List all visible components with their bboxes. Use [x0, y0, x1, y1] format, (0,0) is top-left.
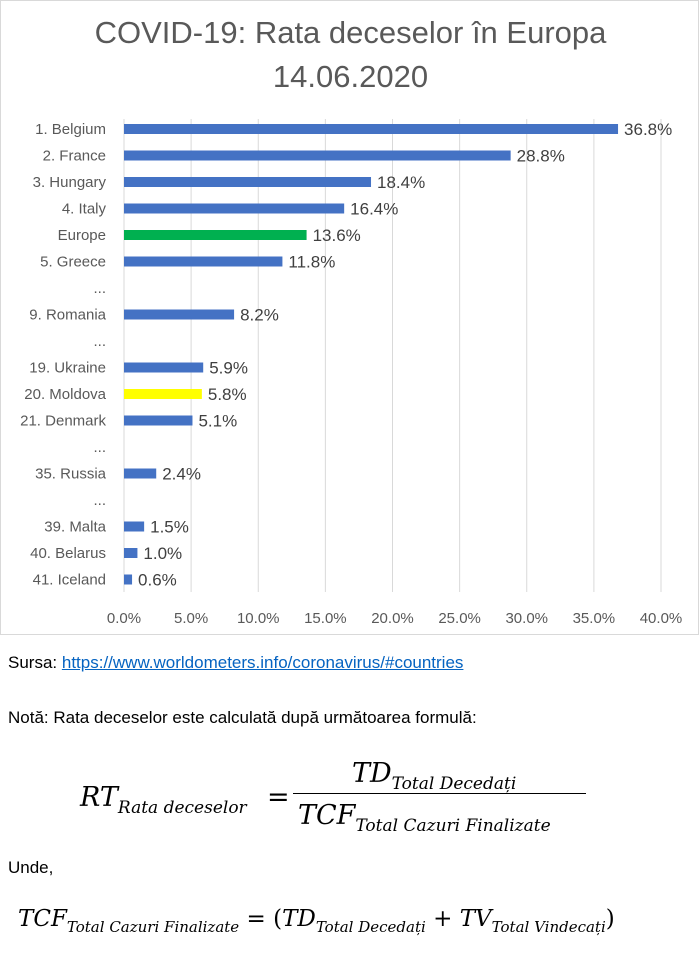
source-label: Sursa:: [8, 653, 62, 672]
value-label: 5.8%: [208, 385, 247, 404]
category-label: 19. Ukraine: [29, 360, 106, 377]
bar: [124, 362, 204, 373]
formula1-numerator: TDTotal Decedați: [352, 758, 517, 794]
formula1-denominator: TCFTotal Cazuri Finalizate: [298, 800, 551, 836]
value-label: 1.5%: [150, 518, 189, 537]
x-tick-label: 10.0%: [237, 610, 280, 627]
formula2-lhs: TCF: [18, 906, 67, 932]
bar: [124, 389, 202, 399]
bar: [124, 415, 193, 426]
bar: [124, 309, 235, 320]
bar: [124, 521, 145, 532]
value-label: 36.8%: [624, 120, 672, 139]
bar: [124, 256, 283, 267]
category-label: 3. Hungary: [33, 174, 107, 191]
value-label: 1.0%: [143, 544, 182, 563]
category-label: 9. Romania: [29, 307, 106, 324]
chart-title-line1: COVID-19: Rata deceselor în Europa: [94, 15, 607, 50]
formula2-term2: TV: [459, 906, 492, 932]
x-tick-label: 0.0%: [107, 610, 141, 627]
formula2-term1-subscript: Total Decedați: [315, 918, 426, 936]
value-label: 28.8%: [517, 147, 565, 166]
bar: [124, 468, 157, 479]
category-label: Europe: [58, 227, 106, 244]
bar: [124, 177, 372, 187]
value-label: 16.4%: [350, 200, 398, 219]
formula1-den-subscript: Total Cazuri Finalizate: [355, 816, 551, 836]
chart-area: COVID-19: Rata deceselor în Europa 14.06…: [0, 0, 699, 635]
bars: [124, 124, 619, 585]
gridlines: [123, 119, 662, 592]
bar: [124, 548, 138, 558]
value-label: 11.8%: [288, 253, 335, 272]
x-tick-label: 15.0%: [304, 610, 347, 627]
source-line: Sursa: https://www.worldometers.info/cor…: [8, 653, 463, 673]
category-label: ...: [93, 439, 106, 456]
formula1-equals: =: [267, 782, 290, 813]
formula2-close: ): [605, 906, 615, 932]
value-label: 8.2%: [240, 306, 279, 325]
chart-title: COVID-19: Rata deceselor în Europa 14.06…: [1, 11, 699, 99]
category-label: 39. Malta: [44, 519, 106, 536]
formula1-lhs-subscript: Rata deceselor: [117, 798, 247, 818]
x-tick-label: 20.0%: [371, 610, 414, 627]
x-tick-label: 35.0%: [573, 610, 616, 627]
value-label: 5.9%: [209, 359, 248, 378]
category-label: 1. Belgium: [35, 121, 106, 138]
category-label: 20. Moldova: [24, 386, 106, 403]
value-label: 13.6%: [313, 226, 361, 245]
category-label: 4. Italy: [62, 201, 107, 218]
chart-title-line2: 14.06.2020: [272, 59, 429, 94]
x-tick-label: 5.0%: [174, 610, 208, 627]
category-label: 41. Iceland: [33, 572, 106, 589]
formula1-lhs: RTRata deceselor: [80, 782, 247, 818]
formula2-equals: = (: [239, 906, 283, 932]
category-label: 2. France: [43, 148, 106, 165]
x-tick-label: 30.0%: [505, 610, 548, 627]
formula2-term1: TD: [282, 906, 316, 932]
bar: [124, 124, 619, 134]
category-label: ...: [93, 492, 106, 509]
category-label: ...: [93, 333, 106, 350]
category-label: 21. Denmark: [20, 413, 106, 430]
labels: 0.0% 5.0% 10.0% 15.0% 20.0% 25.0% 30.0% 35.0% 40…: [20, 120, 682, 627]
bar: [124, 150, 511, 161]
x-tick-label: 25.0%: [438, 610, 481, 627]
category-label: 35. Russia: [35, 466, 107, 483]
formula2-plus: +: [425, 906, 460, 932]
formula2-term2-subscript: Total Vindecați: [491, 918, 606, 936]
value-label: 5.1%: [198, 412, 237, 431]
value-label: 0.6%: [138, 571, 177, 590]
category-label: 5. Greece: [40, 254, 106, 271]
bar: [124, 230, 307, 240]
formula1-num-subscript: Total Decedați: [391, 774, 517, 794]
category-label: 40. Belarus: [30, 545, 106, 562]
unde-text: Unde,: [8, 858, 54, 877]
value-label: 18.4%: [377, 173, 425, 192]
note-text: Notă: Rata deceselor este calculată după…: [8, 708, 477, 727]
x-tick-label: 40.0%: [640, 610, 683, 627]
completed-cases-formula: TCFTotal Cazuri Finalizate = (TDTotal De…: [18, 906, 615, 936]
bar-chart: 0.0% 5.0% 10.0% 15.0% 20.0% 25.0% 30.0% 35.0% 40…: [20, 119, 682, 627]
source-link[interactable]: https://www.worldometers.info/coronaviru…: [61, 653, 464, 672]
bar: [124, 203, 345, 214]
category-label: ...: [93, 280, 106, 297]
fraction-bar: [293, 793, 586, 794]
bar: [124, 574, 133, 585]
value-label: 2.4%: [162, 465, 201, 484]
formula2-lhs-subscript: Total Cazuri Finalizate: [66, 918, 240, 936]
